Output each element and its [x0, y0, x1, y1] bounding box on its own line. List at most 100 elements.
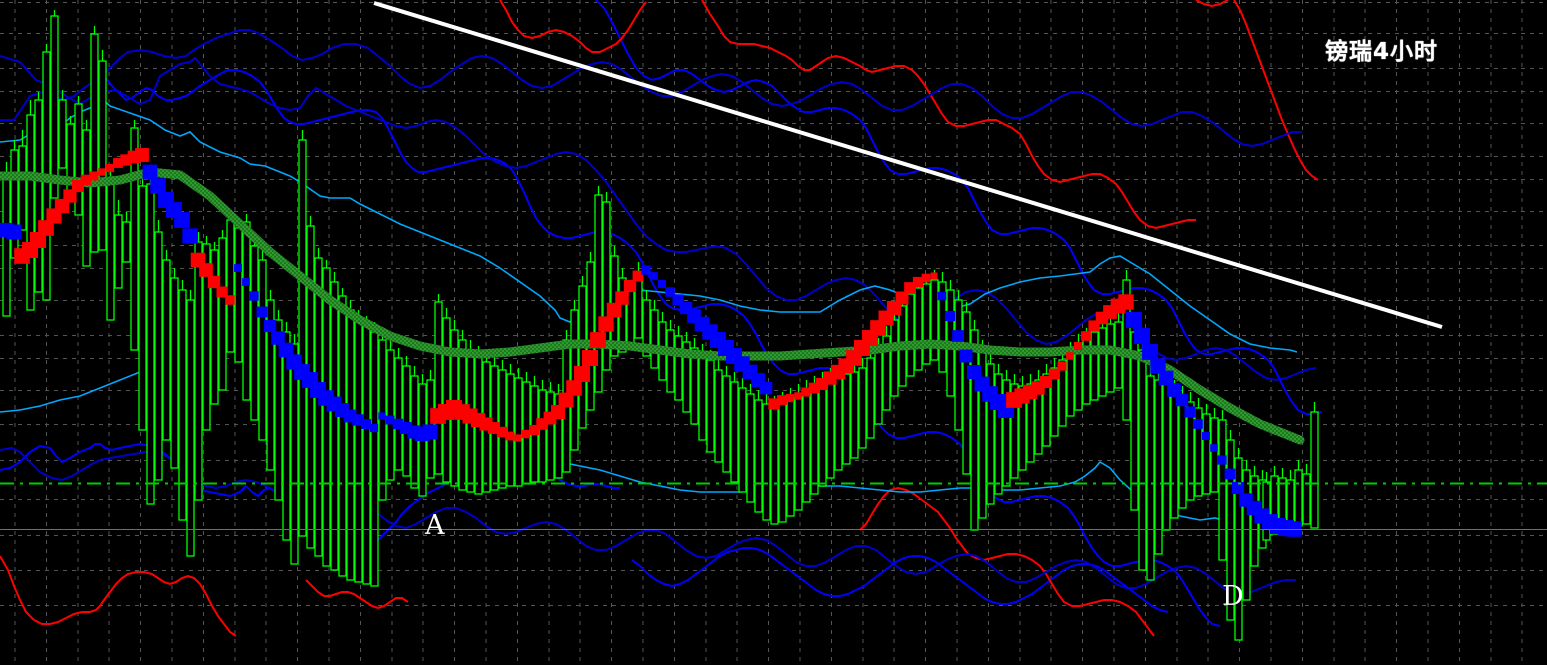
candle-body: [346, 309, 355, 581]
candle-body: [922, 283, 931, 365]
oscillator-red-1: [305, 579, 409, 610]
sar-dot-down: [1126, 312, 1142, 328]
descending-resistance: [373, 1, 1443, 329]
sar-dot-up: [801, 387, 811, 397]
candle-body: [874, 347, 883, 425]
sar-dot-down: [1217, 455, 1227, 465]
candle-body: [26, 114, 35, 311]
candle-body: [762, 403, 771, 521]
sar-dot-up: [623, 279, 637, 293]
candle-body: [98, 60, 107, 251]
candle-body: [538, 389, 547, 483]
sar-dot-up: [551, 405, 565, 419]
sar-dot-down: [658, 280, 666, 288]
sar-dot-down: [174, 212, 190, 228]
sar-dot-down: [1167, 383, 1181, 397]
sar-dot-up: [536, 418, 548, 430]
sar-dot-down: [142, 164, 158, 180]
candle-body: [74, 103, 83, 216]
candle-body: [250, 245, 259, 421]
candle-body: [338, 295, 347, 577]
sar-dot-up: [80, 174, 92, 186]
candle-body: [258, 259, 267, 441]
candle-body: [714, 369, 723, 463]
candle-body: [218, 237, 227, 391]
sar-dot-down: [1224, 468, 1236, 480]
sar-dot-down: [263, 319, 277, 333]
sar-dot-up: [207, 275, 221, 289]
sar-dot-down: [952, 330, 964, 342]
trendline-layer[interactable]: [373, 1, 1443, 329]
sar-dot-up: [528, 424, 540, 436]
sar-dot-up: [921, 273, 931, 283]
candle-body: [146, 183, 155, 505]
sar-dot-down: [182, 228, 198, 244]
sar-dot-up: [904, 282, 916, 294]
candle-body: [178, 289, 187, 521]
candle-body: [930, 279, 939, 361]
oscillator-blue-3: [631, 547, 1169, 613]
candle-body: [354, 319, 363, 583]
sar-dot-up: [496, 426, 508, 438]
candle-body: [290, 343, 299, 565]
candle-body: [202, 243, 211, 431]
candle-body: [786, 397, 795, 517]
candle-body: [690, 347, 699, 425]
sar-dot-up: [785, 393, 795, 403]
candle-body: [138, 185, 147, 431]
candle-body: [210, 249, 219, 405]
sar-dot-up: [912, 276, 924, 288]
candle-body: [1162, 383, 1171, 531]
candle-body: [866, 357, 875, 439]
sar-dot-up: [895, 291, 909, 305]
sar-dot-up: [1118, 294, 1134, 310]
candle-body: [834, 375, 843, 471]
sar-dot-up: [558, 392, 574, 408]
candle-body: [1294, 469, 1303, 527]
sar-dot-down: [378, 412, 386, 420]
candle-body: [122, 221, 131, 263]
candle-body: [746, 393, 755, 503]
sar-dot-up: [199, 263, 213, 277]
swing-label-d: D: [1222, 581, 1244, 612]
candle-body: [738, 387, 747, 493]
oscillator-red-4: [859, 486, 1155, 637]
candle-body: [1194, 407, 1203, 497]
sar-dot-up: [105, 163, 115, 173]
candle-body: [386, 349, 395, 481]
sar-dot-up: [566, 380, 582, 396]
candle-body: [674, 335, 683, 401]
candle-body: [106, 179, 115, 321]
candle-body: [850, 371, 859, 459]
candle-body: [442, 317, 451, 483]
candle-body: [514, 377, 523, 487]
sar-dot-down: [1150, 358, 1166, 374]
candle-body: [994, 373, 1003, 495]
candle-body: [1018, 385, 1027, 471]
sar-dot-down: [1201, 431, 1211, 441]
sar-dot-up: [1081, 331, 1091, 341]
candle-body: [754, 399, 763, 513]
candle-body: [722, 375, 731, 473]
candle-body: [962, 311, 971, 475]
sar-dot-down: [150, 178, 166, 194]
sar-dot-up: [1057, 361, 1067, 371]
candle-body: [1026, 383, 1035, 463]
sar-dot-up: [113, 158, 123, 168]
sar-dot-down: [1175, 393, 1189, 407]
sar-dot-down: [1193, 419, 1203, 429]
sar-dot-down: [1158, 370, 1174, 386]
sar-dot-up: [598, 316, 614, 332]
candle-body: [1210, 417, 1219, 493]
sar-dot-up: [632, 270, 644, 282]
band-outer-top: [0, 29, 1302, 148]
sar-dot-down: [6, 224, 22, 240]
candle-body: [842, 373, 851, 465]
sar-dot-up: [930, 272, 938, 280]
sar-dot-down: [650, 272, 658, 280]
sar-dot-down: [641, 265, 651, 275]
sar-dot-down: [1134, 328, 1150, 344]
oscillator-blue-2: [595, 0, 1323, 415]
